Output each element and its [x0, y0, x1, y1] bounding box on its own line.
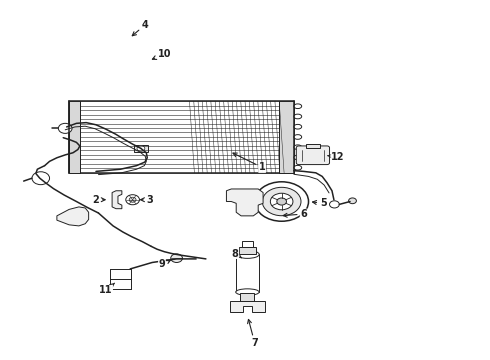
- Circle shape: [32, 172, 49, 185]
- Ellipse shape: [294, 145, 302, 149]
- Circle shape: [262, 187, 301, 216]
- FancyBboxPatch shape: [296, 146, 330, 165]
- Circle shape: [348, 198, 356, 204]
- Ellipse shape: [294, 104, 302, 109]
- Ellipse shape: [294, 125, 302, 129]
- Circle shape: [270, 193, 293, 210]
- Text: 9: 9: [159, 259, 171, 269]
- Circle shape: [255, 182, 309, 221]
- Bar: [242, 241, 253, 247]
- Circle shape: [171, 254, 182, 262]
- Circle shape: [330, 201, 339, 208]
- Ellipse shape: [294, 135, 302, 139]
- Text: 7: 7: [247, 319, 258, 348]
- Text: 11: 11: [99, 283, 115, 296]
- Bar: [279, 101, 294, 173]
- Circle shape: [126, 195, 140, 205]
- Bar: [236, 255, 259, 292]
- Bar: [69, 101, 294, 173]
- Bar: [241, 293, 254, 301]
- Ellipse shape: [236, 251, 259, 258]
- Bar: [69, 101, 80, 173]
- Polygon shape: [112, 191, 122, 209]
- Ellipse shape: [236, 289, 259, 295]
- Text: 4: 4: [132, 20, 148, 36]
- Bar: [306, 144, 320, 148]
- Polygon shape: [57, 207, 89, 226]
- Circle shape: [129, 197, 136, 202]
- Polygon shape: [226, 189, 263, 216]
- Text: 1: 1: [233, 153, 266, 172]
- Ellipse shape: [294, 155, 302, 160]
- Ellipse shape: [294, 165, 302, 170]
- Text: 2: 2: [93, 195, 105, 205]
- Bar: [134, 145, 148, 152]
- Text: 6: 6: [283, 209, 307, 219]
- Text: 3: 3: [141, 195, 153, 205]
- Circle shape: [277, 198, 287, 205]
- Text: 10: 10: [152, 49, 171, 59]
- Bar: [239, 247, 256, 255]
- Circle shape: [58, 123, 72, 134]
- Text: 8: 8: [232, 248, 242, 258]
- Circle shape: [137, 145, 145, 151]
- Text: 12: 12: [328, 152, 344, 162]
- Ellipse shape: [294, 114, 302, 119]
- Text: 5: 5: [313, 198, 326, 208]
- Polygon shape: [230, 301, 265, 312]
